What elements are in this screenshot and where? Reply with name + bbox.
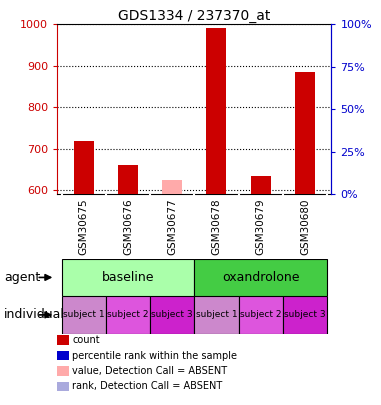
Text: subject 3: subject 3: [284, 310, 326, 320]
Text: GSM30679: GSM30679: [256, 198, 266, 255]
Text: subject 1: subject 1: [63, 310, 104, 320]
Text: GSM30677: GSM30677: [167, 198, 177, 255]
Bar: [106, 296, 150, 334]
Bar: [194, 296, 239, 334]
Text: GSM30678: GSM30678: [211, 198, 221, 255]
Text: rank, Detection Call = ABSENT: rank, Detection Call = ABSENT: [72, 382, 223, 391]
Text: count: count: [72, 335, 100, 345]
Bar: [150, 296, 194, 334]
Bar: [207, 28, 226, 194]
Bar: [74, 141, 94, 194]
Text: oxandrolone: oxandrolone: [222, 271, 299, 284]
Bar: [62, 296, 106, 334]
Text: subject 2: subject 2: [240, 310, 282, 320]
Text: percentile rank within the sample: percentile rank within the sample: [72, 351, 237, 360]
Text: baseline: baseline: [102, 271, 154, 284]
Text: GSM30680: GSM30680: [300, 198, 310, 255]
Title: GDS1334 / 237370_at: GDS1334 / 237370_at: [118, 9, 271, 23]
Bar: [194, 259, 327, 296]
Text: subject 3: subject 3: [151, 310, 193, 320]
Bar: [251, 176, 271, 194]
Bar: [162, 180, 182, 194]
Text: value, Detection Call = ABSENT: value, Detection Call = ABSENT: [72, 366, 227, 376]
Text: GSM30675: GSM30675: [79, 198, 89, 255]
Text: subject 1: subject 1: [195, 310, 237, 320]
Text: individual: individual: [4, 308, 65, 322]
Bar: [118, 165, 138, 194]
Bar: [239, 296, 283, 334]
Bar: [62, 259, 194, 296]
Bar: [295, 72, 315, 194]
Text: agent: agent: [4, 271, 40, 284]
Text: subject 2: subject 2: [107, 310, 149, 320]
Bar: [283, 296, 327, 334]
Text: GSM30676: GSM30676: [123, 198, 133, 255]
